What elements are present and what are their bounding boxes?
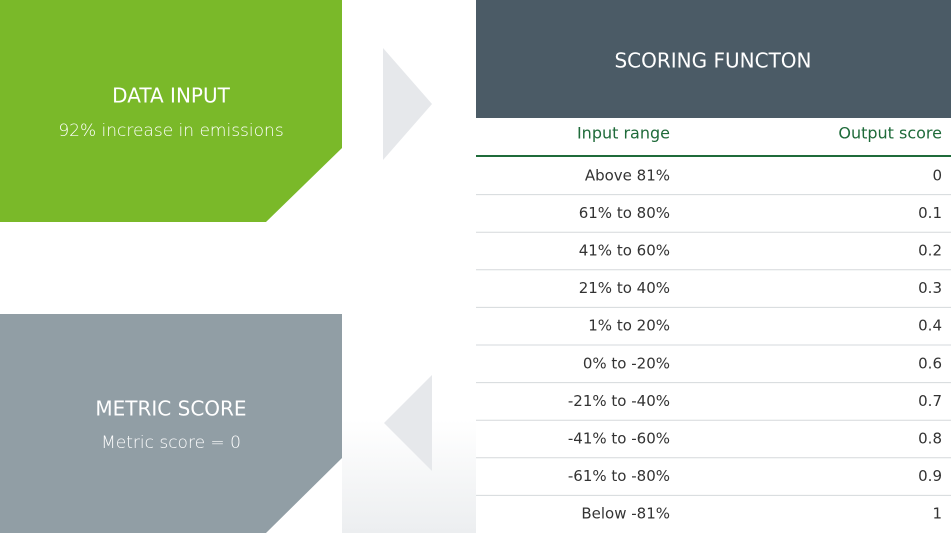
metric-score-title: METRIC SCORE bbox=[95, 397, 246, 421]
arrow-right bbox=[383, 48, 432, 160]
column-header: Input range bbox=[577, 124, 670, 143]
input-range: -41% to -60% bbox=[568, 430, 670, 448]
input-range: 61% to 80% bbox=[579, 204, 670, 222]
metric-score-text: Metric score = 0 bbox=[101, 433, 241, 453]
output-score: 0.4 bbox=[918, 317, 942, 335]
output-score: 0.3 bbox=[918, 279, 942, 297]
output-score: 0.6 bbox=[918, 354, 942, 372]
table-header bbox=[476, 0, 951, 118]
input-range: -21% to -40% bbox=[568, 392, 670, 410]
metric-score-box bbox=[0, 314, 342, 533]
output-score: 0.8 bbox=[918, 430, 942, 448]
table-title: SCORING FUNCTON bbox=[614, 49, 811, 73]
output-score: 0.7 bbox=[918, 392, 942, 410]
input-range: 41% to 60% bbox=[579, 242, 670, 260]
data-input-title: DATA INPUT bbox=[112, 84, 230, 108]
output-score: 0.2 bbox=[918, 242, 942, 260]
input-range: Below -81% bbox=[581, 505, 670, 523]
input-range: 0% to -20% bbox=[583, 354, 670, 372]
arrow-left bbox=[384, 375, 432, 471]
column-header: Output score bbox=[838, 124, 942, 143]
input-range: 1% to 20% bbox=[588, 317, 670, 335]
output-score: 1 bbox=[932, 505, 942, 523]
input-range: -61% to -80% bbox=[568, 467, 670, 485]
input-range: Above 81% bbox=[585, 166, 670, 184]
input-range: 21% to 40% bbox=[579, 279, 670, 297]
output-score: 0.9 bbox=[918, 467, 942, 485]
output-score: 0 bbox=[932, 166, 942, 184]
output-score: 0.1 bbox=[918, 204, 942, 222]
data-input-box bbox=[0, 0, 342, 222]
data-input-text: 92% increase in emissions bbox=[58, 121, 283, 141]
